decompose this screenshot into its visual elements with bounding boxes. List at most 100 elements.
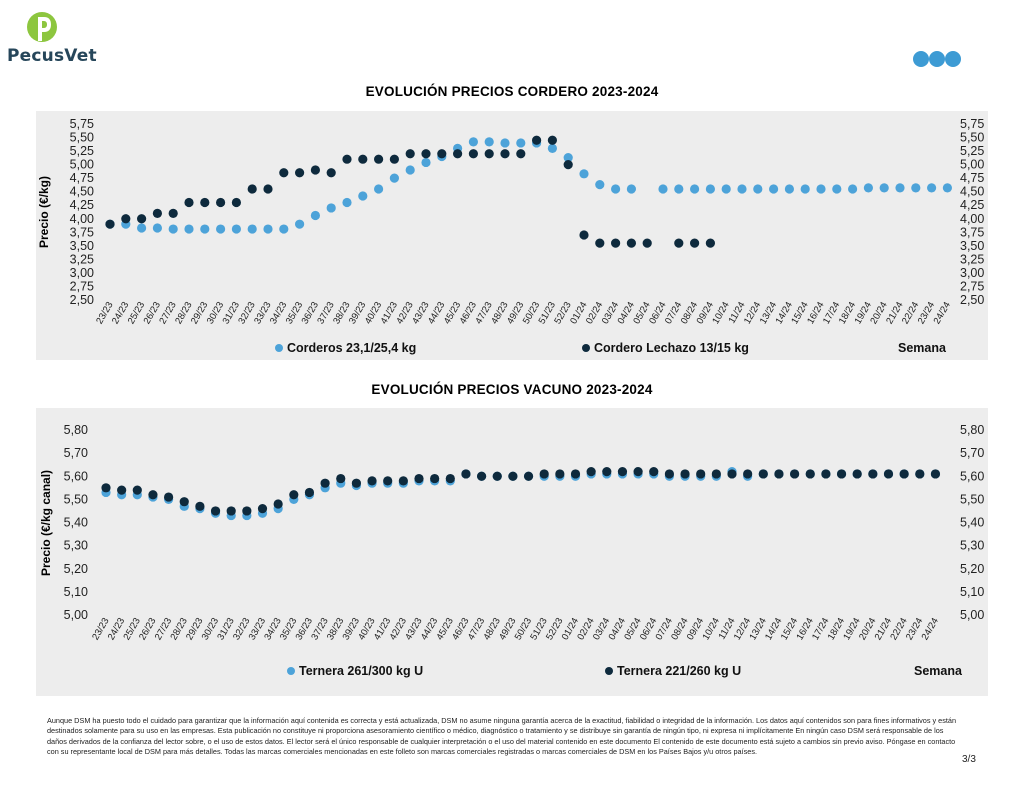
data-point-series-2 <box>279 168 289 178</box>
y-tick-label-right: 5,80 <box>960 423 984 437</box>
y-tick-label-right: 2,50 <box>960 293 984 307</box>
data-point-series-2 <box>358 154 368 164</box>
y-tick-label-right: 4,50 <box>960 185 984 199</box>
y-tick-label-left: 5,75 <box>70 117 94 131</box>
y-tick-label-left: 3,25 <box>70 252 94 266</box>
data-point-series-1 <box>816 184 826 194</box>
y-tick-label-left: 3,75 <box>70 225 94 239</box>
data-point-series-1 <box>769 184 779 194</box>
data-point-series-2 <box>539 469 549 479</box>
data-point-series-2 <box>405 149 415 159</box>
y-tick-label-right: 5,50 <box>960 492 984 506</box>
data-point-series-1 <box>421 157 431 168</box>
data-point-series-2 <box>320 478 330 488</box>
data-point-series-2 <box>336 473 346 484</box>
data-point-series-1 <box>911 183 921 193</box>
y-tick-label-right: 5,00 <box>960 608 984 622</box>
data-point-series-1 <box>500 138 510 148</box>
y-tick-label-left: 5,20 <box>64 562 88 576</box>
y-tick-label-right: 5,75 <box>960 117 984 131</box>
data-point-series-1 <box>800 184 810 194</box>
data-point-series-1 <box>658 184 668 194</box>
data-point-series-1 <box>879 183 889 193</box>
data-point-series-2 <box>500 149 510 159</box>
data-point-series-2 <box>680 469 690 479</box>
data-point-series-1 <box>595 180 605 190</box>
y-tick-label-left: 5,50 <box>64 492 88 506</box>
data-point-series-2 <box>242 506 252 516</box>
y-tick-label-left: 2,50 <box>70 293 94 307</box>
data-point-series-2 <box>727 469 737 479</box>
data-point-series-2 <box>304 487 315 498</box>
legend-label: Ternera 221/260 kg U <box>617 664 741 678</box>
y-tick-label-right: 2,75 <box>960 279 984 293</box>
data-point-series-2 <box>579 230 589 240</box>
data-point-series-2 <box>696 469 706 479</box>
legend-label: Corderos 23,1/25,4 kg <box>287 341 416 355</box>
data-point-series-2 <box>453 149 463 159</box>
data-point-series-2 <box>273 499 283 509</box>
y-tick-label-left: 5,50 <box>70 131 94 145</box>
data-point-series-1 <box>152 223 162 233</box>
y-tick-label-left: 5,00 <box>64 608 88 622</box>
data-point-series-1 <box>263 224 273 234</box>
data-point-series-1 <box>342 197 352 208</box>
y-tick-label-left: 5,80 <box>64 423 88 437</box>
legend-label: Cordero Lechazo 13/15 kg <box>594 341 749 355</box>
data-point-series-2 <box>930 469 941 479</box>
y-tick-label-right: 3,50 <box>960 239 984 253</box>
brand-name: PecusVet <box>7 46 97 66</box>
data-point-series-1 <box>784 184 795 194</box>
y-tick-label-left: 4,75 <box>70 171 94 185</box>
data-point-series-2 <box>310 165 320 175</box>
data-point-series-1 <box>184 224 194 234</box>
brand-dots-icon <box>913 51 961 67</box>
data-point-series-2 <box>915 469 925 479</box>
data-point-series-2 <box>611 238 621 248</box>
data-point-series-2 <box>758 469 768 479</box>
data-point-series-2 <box>586 467 596 477</box>
y-tick-label-left: 4,25 <box>70 198 94 212</box>
data-point-series-2 <box>468 149 478 159</box>
data-point-series-1 <box>832 184 842 194</box>
data-point-series-2 <box>383 476 393 486</box>
data-point-series-1 <box>168 224 178 234</box>
y-tick-label-left: 5,10 <box>64 585 88 599</box>
y-axis-label: Precio (€/kg) <box>37 176 51 248</box>
page-number: 3/3 <box>962 754 976 765</box>
data-point-series-1 <box>310 210 320 221</box>
data-point-series-2 <box>836 469 847 479</box>
data-point-series-2 <box>602 467 612 477</box>
data-point-series-2 <box>430 473 440 484</box>
legend-label: Ternera 261/300 kg U <box>299 664 423 678</box>
data-point-series-2 <box>547 135 557 145</box>
y-tick-label-right: 3,00 <box>960 266 984 280</box>
data-point-series-2 <box>642 238 652 248</box>
y-tick-label-right: 5,30 <box>960 539 984 553</box>
data-point-series-2 <box>137 214 147 224</box>
data-point-series-2 <box>195 501 205 511</box>
x-axis-label: Semana <box>898 341 947 355</box>
data-point-series-2 <box>132 485 142 495</box>
data-point-series-1 <box>200 224 210 234</box>
chart-title-cordero: EVOLUCIÓN PRECIOS CORDERO 2023-2024 <box>365 84 659 99</box>
y-tick-label-left: 5,70 <box>64 446 88 460</box>
data-point-series-1 <box>216 224 226 234</box>
legend-marker <box>605 667 613 675</box>
y-tick-label-right: 5,70 <box>960 446 984 460</box>
data-point-series-2 <box>351 478 361 488</box>
data-point-series-1 <box>484 137 494 147</box>
data-point-series-1 <box>848 184 858 194</box>
chart-title-vacuno: EVOLUCIÓN PRECIOS VACUNO 2023-2024 <box>371 382 653 397</box>
data-point-series-1 <box>927 183 937 193</box>
y-tick-label-left: 2,75 <box>70 279 94 293</box>
legend-marker <box>275 344 283 352</box>
data-point-series-2 <box>617 467 628 477</box>
data-point-series-1 <box>374 184 384 194</box>
data-point-series-1 <box>468 137 478 147</box>
data-point-series-2 <box>295 168 305 178</box>
y-tick-label-right: 3,25 <box>960 252 984 266</box>
y-tick-label-right: 4,75 <box>960 171 984 185</box>
data-point-series-2 <box>289 490 299 500</box>
data-point-series-2 <box>516 149 526 159</box>
